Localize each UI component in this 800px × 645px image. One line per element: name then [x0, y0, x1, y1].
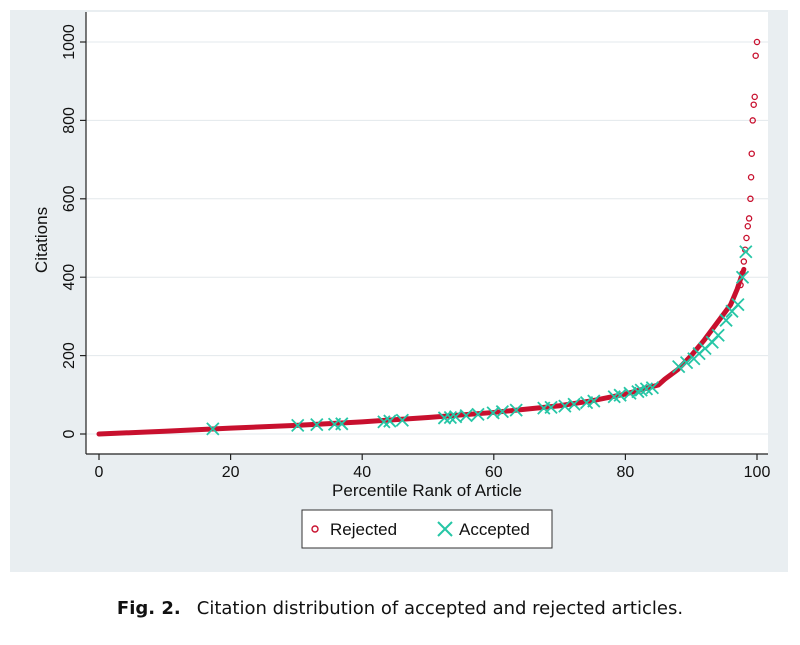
accepted-point — [735, 270, 750, 284]
rejected-point — [739, 270, 746, 277]
rejected-point — [748, 150, 755, 157]
y-tick-label: 400 — [61, 264, 78, 291]
accepted-point — [495, 405, 509, 419]
figure-caption: Fig. 2. Citation distribution of accepted… — [0, 598, 800, 619]
x-tick-label: 0 — [95, 464, 104, 481]
accepted-point — [471, 407, 485, 422]
rejected-point — [752, 52, 759, 59]
rejected-curve — [96, 266, 747, 437]
x-tick-label: 100 — [744, 464, 771, 481]
accepted-point — [631, 385, 645, 399]
x-axis-label: Percentile Rank of Article — [332, 481, 522, 500]
accepted-point — [395, 413, 409, 427]
accepted-point — [310, 417, 324, 432]
y-ticks: 0 200 400 600 800 1000 — [61, 24, 86, 438]
accepted-point — [711, 328, 725, 342]
y-axis-label: Citations — [32, 207, 51, 273]
accepted-point — [448, 410, 463, 424]
plot-area — [86, 12, 768, 454]
rejected-point — [743, 234, 750, 242]
rejected-point — [747, 173, 755, 181]
rejected-point — [750, 101, 757, 108]
rejected-point — [749, 117, 756, 124]
legend-box — [301, 509, 553, 549]
rejected-point — [751, 93, 758, 101]
y-tick-label: 1000 — [61, 24, 78, 60]
figure-label: Fig. 2. — [116, 598, 181, 619]
x-tick-label: 60 — [485, 464, 503, 481]
x-tick-label: 40 — [353, 464, 371, 481]
y-tick-label: 600 — [61, 185, 78, 212]
legend-accepted-marker — [437, 521, 453, 537]
caption-text: Citation distribution of accepted and re… — [196, 598, 684, 619]
accepted-point — [719, 313, 733, 327]
accepted-point — [383, 414, 397, 428]
y-tick-label: 0 — [61, 429, 78, 438]
accepted-point — [587, 394, 601, 408]
x-tick-label: 80 — [617, 464, 635, 481]
accepted-point — [567, 397, 581, 411]
accepted-point — [739, 245, 753, 259]
accepted-point — [459, 408, 473, 423]
accepted-point — [206, 422, 220, 436]
accepted-point — [291, 418, 305, 433]
rejected-point — [753, 38, 761, 46]
accepted-point — [731, 298, 745, 312]
accepted-point — [634, 383, 648, 397]
accepted-point — [509, 403, 523, 417]
x-tick-label: 20 — [222, 464, 240, 481]
data-points — [206, 38, 761, 436]
accepted-point — [437, 411, 452, 425]
rejected-point — [737, 281, 744, 289]
legend-rejected-label: Rejected — [330, 520, 397, 539]
accepted-point — [679, 356, 694, 370]
y-tick-label: 200 — [61, 342, 78, 369]
accepted-point — [377, 415, 391, 429]
rejected-point — [745, 215, 753, 222]
accepted-point — [645, 381, 660, 395]
gridlines — [86, 41, 768, 435]
accepted-point — [623, 386, 637, 400]
accepted-point — [672, 359, 686, 374]
accepted-point — [443, 410, 458, 425]
legend-accepted-label: Accepted — [459, 520, 530, 539]
accepted-point — [335, 417, 349, 431]
rejected-point — [747, 195, 754, 203]
y-tick-label: 800 — [61, 107, 78, 134]
x-ticks: 0 20 40 60 80 100 — [95, 454, 771, 481]
rejected-curve-line — [96, 266, 747, 437]
legend: Rejected Accepted — [301, 509, 553, 549]
rejected-point — [740, 258, 748, 265]
legend-rejected-marker — [311, 525, 319, 533]
accepted-point — [544, 400, 558, 414]
rejected-point — [744, 222, 752, 230]
